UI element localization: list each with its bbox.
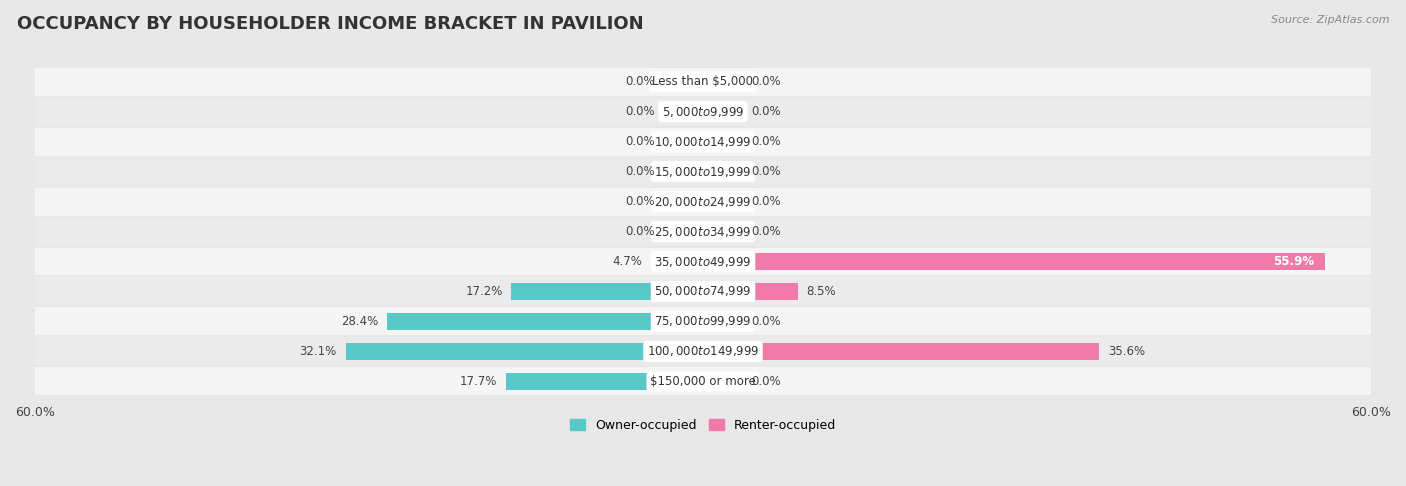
- Text: 0.0%: 0.0%: [626, 135, 655, 148]
- Bar: [512, 283, 703, 300]
- Text: $5,000 to $9,999: $5,000 to $9,999: [662, 104, 744, 119]
- Bar: [506, 373, 703, 390]
- Text: 8.5%: 8.5%: [807, 285, 837, 298]
- Text: 0.0%: 0.0%: [751, 315, 780, 328]
- Text: 0.0%: 0.0%: [626, 195, 655, 208]
- Bar: [35, 336, 1371, 366]
- Bar: [703, 163, 742, 180]
- Text: 0.0%: 0.0%: [751, 375, 780, 388]
- Bar: [703, 223, 742, 240]
- Text: 0.0%: 0.0%: [751, 75, 780, 88]
- Bar: [35, 217, 1371, 246]
- Text: Source: ZipAtlas.com: Source: ZipAtlas.com: [1271, 15, 1389, 25]
- Bar: [703, 193, 742, 210]
- Text: $10,000 to $14,999: $10,000 to $14,999: [654, 135, 752, 149]
- Bar: [35, 277, 1371, 307]
- Bar: [346, 343, 703, 360]
- Text: 0.0%: 0.0%: [626, 105, 655, 118]
- Legend: Owner-occupied, Renter-occupied: Owner-occupied, Renter-occupied: [565, 414, 841, 437]
- Text: 35.6%: 35.6%: [1108, 345, 1146, 358]
- Bar: [664, 283, 703, 300]
- Text: $150,000 or more: $150,000 or more: [650, 375, 756, 388]
- Bar: [387, 313, 703, 330]
- Bar: [35, 126, 1371, 156]
- Text: OCCUPANCY BY HOUSEHOLDER INCOME BRACKET IN PAVILION: OCCUPANCY BY HOUSEHOLDER INCOME BRACKET …: [17, 15, 644, 33]
- Text: Less than $5,000: Less than $5,000: [652, 75, 754, 88]
- Bar: [703, 283, 742, 300]
- Text: $20,000 to $24,999: $20,000 to $24,999: [654, 194, 752, 208]
- Text: 0.0%: 0.0%: [751, 225, 780, 238]
- Text: 0.0%: 0.0%: [751, 165, 780, 178]
- Bar: [664, 193, 703, 210]
- Bar: [651, 253, 703, 270]
- Bar: [703, 343, 1099, 360]
- Bar: [703, 104, 742, 120]
- Text: 28.4%: 28.4%: [340, 315, 378, 328]
- Text: $75,000 to $99,999: $75,000 to $99,999: [654, 314, 752, 329]
- Text: 17.7%: 17.7%: [460, 375, 496, 388]
- Bar: [703, 283, 797, 300]
- Bar: [664, 313, 703, 330]
- Text: $35,000 to $49,999: $35,000 to $49,999: [654, 255, 752, 268]
- Text: 0.0%: 0.0%: [751, 135, 780, 148]
- Text: 0.0%: 0.0%: [751, 195, 780, 208]
- Bar: [664, 253, 703, 270]
- Text: $25,000 to $34,999: $25,000 to $34,999: [654, 225, 752, 239]
- Text: 0.0%: 0.0%: [626, 225, 655, 238]
- Bar: [664, 343, 703, 360]
- Bar: [35, 307, 1371, 336]
- Bar: [703, 73, 742, 90]
- Bar: [35, 187, 1371, 217]
- Bar: [664, 373, 703, 390]
- Text: $50,000 to $74,999: $50,000 to $74,999: [654, 284, 752, 298]
- Bar: [664, 133, 703, 150]
- Bar: [703, 343, 742, 360]
- Text: 55.9%: 55.9%: [1274, 255, 1315, 268]
- Bar: [703, 313, 742, 330]
- Bar: [703, 253, 1326, 270]
- Bar: [664, 73, 703, 90]
- Text: $100,000 to $149,999: $100,000 to $149,999: [647, 345, 759, 359]
- Text: 0.0%: 0.0%: [626, 165, 655, 178]
- Bar: [703, 373, 742, 390]
- Bar: [664, 104, 703, 120]
- Text: 32.1%: 32.1%: [299, 345, 336, 358]
- Bar: [703, 133, 742, 150]
- Bar: [703, 253, 742, 270]
- Text: 0.0%: 0.0%: [751, 105, 780, 118]
- Bar: [35, 97, 1371, 126]
- Text: $15,000 to $19,999: $15,000 to $19,999: [654, 165, 752, 178]
- Bar: [664, 163, 703, 180]
- Bar: [35, 246, 1371, 277]
- Bar: [35, 156, 1371, 187]
- Text: 17.2%: 17.2%: [465, 285, 502, 298]
- Bar: [35, 67, 1371, 97]
- Text: 4.7%: 4.7%: [612, 255, 641, 268]
- Text: 0.0%: 0.0%: [626, 75, 655, 88]
- Bar: [35, 366, 1371, 397]
- Bar: [664, 223, 703, 240]
